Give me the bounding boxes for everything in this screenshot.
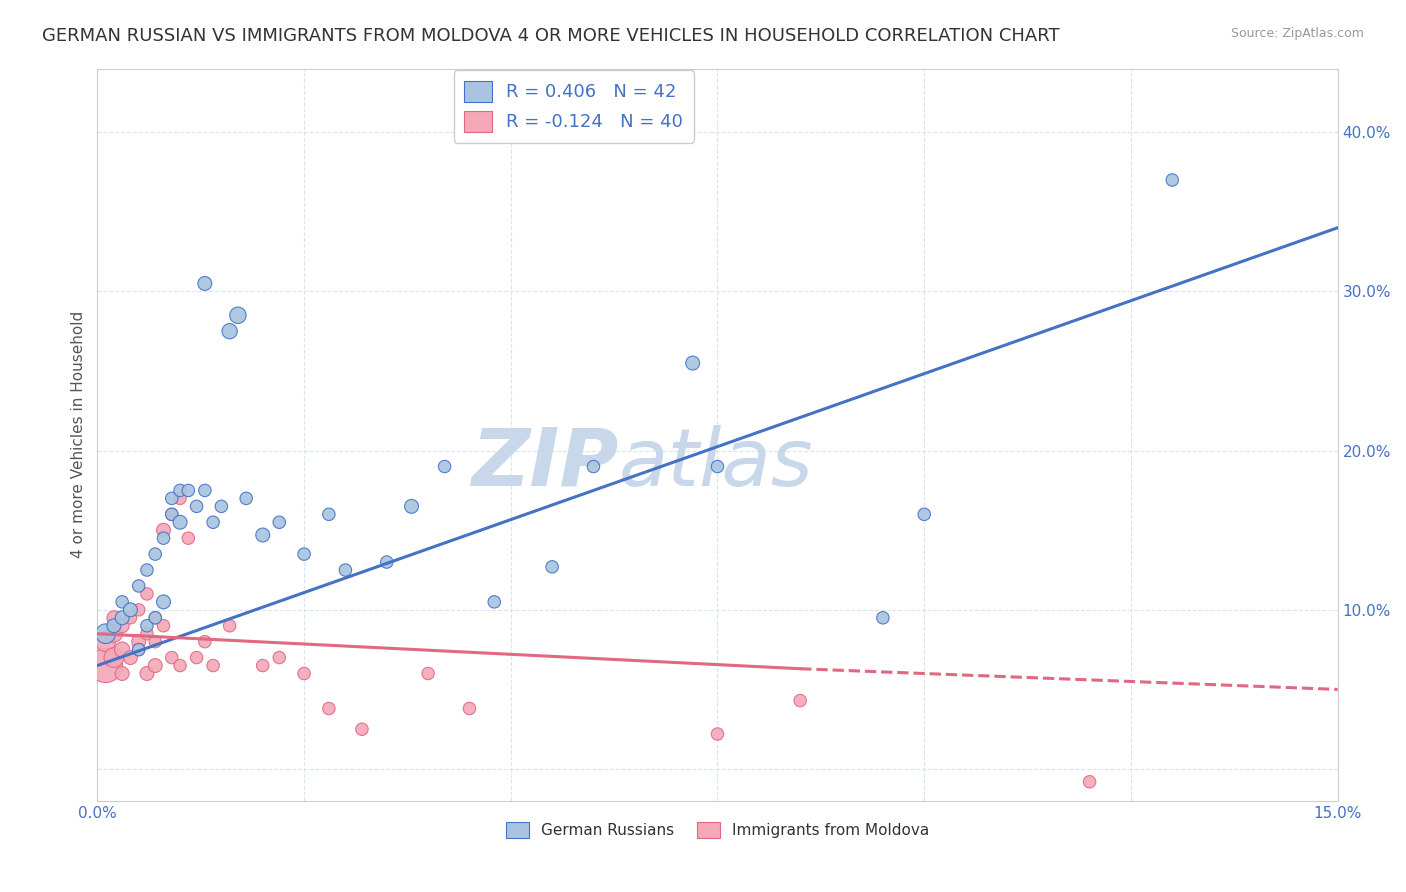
Point: [120, 611, 142, 625]
Point: [160, 491, 183, 506]
Point: [143, 658, 166, 673]
Point: [111, 666, 134, 681]
Point: [143, 634, 166, 648]
Point: [582, 459, 605, 474]
Point: [136, 563, 159, 577]
Y-axis label: 4 or more Vehicles in Household: 4 or more Vehicles in Household: [72, 311, 86, 558]
Point: [706, 459, 728, 474]
Point: [128, 634, 150, 648]
Point: [128, 642, 150, 657]
Point: [433, 459, 456, 474]
Point: [160, 508, 183, 522]
Point: [120, 603, 142, 617]
Point: [194, 634, 217, 648]
Point: [202, 515, 225, 529]
Point: [401, 500, 423, 514]
Point: [375, 555, 398, 569]
Point: [143, 611, 166, 625]
Point: [335, 563, 357, 577]
Point: [169, 491, 191, 506]
Point: [94, 658, 117, 673]
Point: [202, 658, 225, 673]
Point: [103, 650, 125, 665]
Point: [318, 701, 340, 715]
Point: [111, 619, 134, 633]
Point: [789, 693, 811, 707]
Point: [235, 491, 257, 506]
Point: [152, 531, 174, 545]
Point: [269, 650, 291, 665]
Point: [186, 650, 208, 665]
Point: [136, 587, 159, 601]
Point: [103, 626, 125, 640]
Point: [103, 619, 125, 633]
Point: [416, 666, 439, 681]
Point: [177, 531, 200, 545]
Text: ZIP: ZIP: [471, 425, 619, 503]
Point: [169, 483, 191, 498]
Legend: German Russians, Immigrants from Moldova: German Russians, Immigrants from Moldova: [499, 816, 935, 845]
Point: [350, 723, 373, 737]
Point: [143, 611, 166, 625]
Point: [194, 483, 217, 498]
Point: [872, 611, 894, 625]
Point: [912, 508, 935, 522]
Point: [458, 701, 481, 715]
Point: [111, 595, 134, 609]
Point: [128, 642, 150, 657]
Point: [111, 611, 134, 625]
Point: [128, 603, 150, 617]
Point: [94, 626, 117, 640]
Point: [194, 277, 217, 291]
Point: [269, 515, 291, 529]
Point: [152, 619, 174, 633]
Point: [292, 547, 315, 561]
Point: [111, 642, 134, 657]
Point: [169, 515, 191, 529]
Point: [292, 666, 315, 681]
Point: [541, 559, 564, 574]
Point: [1078, 774, 1101, 789]
Point: [143, 547, 166, 561]
Point: [160, 508, 183, 522]
Point: [706, 727, 728, 741]
Point: [209, 500, 232, 514]
Point: [252, 658, 274, 673]
Point: [177, 483, 200, 498]
Text: Source: ZipAtlas.com: Source: ZipAtlas.com: [1230, 27, 1364, 40]
Point: [136, 619, 159, 633]
Point: [226, 308, 249, 322]
Point: [136, 626, 159, 640]
Text: atlas: atlas: [619, 425, 813, 503]
Point: [484, 595, 506, 609]
Point: [136, 666, 159, 681]
Point: [1161, 173, 1184, 187]
Point: [94, 634, 117, 648]
Point: [682, 356, 704, 370]
Point: [218, 324, 240, 338]
Point: [120, 650, 142, 665]
Point: [318, 508, 340, 522]
Text: GERMAN RUSSIAN VS IMMIGRANTS FROM MOLDOVA 4 OR MORE VEHICLES IN HOUSEHOLD CORREL: GERMAN RUSSIAN VS IMMIGRANTS FROM MOLDOV…: [42, 27, 1060, 45]
Point: [103, 611, 125, 625]
Point: [186, 500, 208, 514]
Point: [169, 658, 191, 673]
Point: [252, 528, 274, 542]
Point: [218, 619, 240, 633]
Point: [128, 579, 150, 593]
Point: [152, 595, 174, 609]
Point: [152, 523, 174, 537]
Point: [160, 650, 183, 665]
